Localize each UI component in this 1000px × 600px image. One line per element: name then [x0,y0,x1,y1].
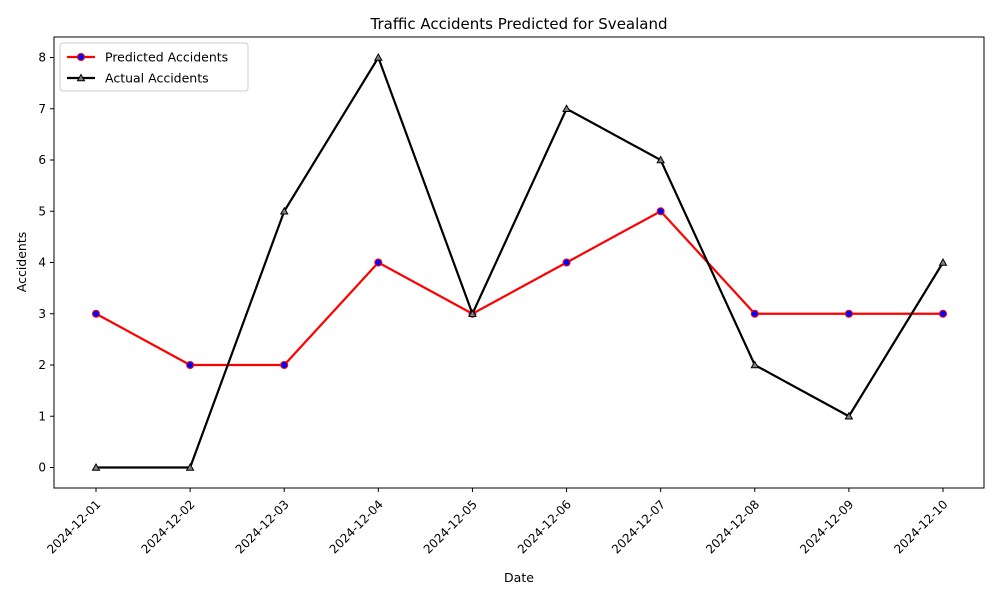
data-point-predicted [844,309,853,318]
data-point-actual [562,104,571,113]
data-point-predicted [186,361,195,369]
data-point-predicted [562,258,571,267]
data-point-predicted [280,361,289,369]
y-tick-label: 6 [38,153,46,167]
y-tick-label: 0 [38,461,46,475]
data-point-actual [938,257,948,266]
plot-area [53,36,985,489]
data-point-actual [373,52,383,61]
y-tick-label: 5 [38,204,46,218]
data-point-actual [468,309,477,318]
series-layer [91,52,948,471]
x-axis-label: Date [504,570,534,585]
x-tick-label: 2024-12-08 [703,497,762,556]
legend-label-predicted: Predicted Accidents [105,50,228,65]
legend-marker-predicted [77,53,85,61]
data-point-actual [279,206,289,215]
y-tick-label: 7 [38,102,46,116]
legend-label-actual: Actual Accidents [105,71,209,86]
data-point-predicted [656,207,665,216]
y-tick-label: 3 [38,307,46,321]
legend-box [59,42,249,92]
x-tick-label: 2024-12-10 [891,497,950,556]
x-tick-label: 2024-12-03 [233,497,292,556]
series-line-actual [96,54,944,469]
legend: Predicted Accidents Actual Accidents [59,42,249,92]
x-tick-label: 2024-12-05 [421,497,480,556]
y-axis: 0 1 2 3 4 5 6 7 8 [38,51,54,475]
data-point-predicted [374,258,383,267]
legend-marker-actual [76,73,86,82]
data-point-actual [91,462,101,471]
y-tick-label: 2 [38,358,46,372]
data-point-actual [185,462,195,471]
x-axis: 2024-12-01 2024-12-02 2024-12-03 2024-12-04… [44,488,951,557]
x-tick-label: 2024-12-04 [327,497,386,556]
data-point-predicted [939,309,947,318]
y-tick-label: 8 [38,51,46,65]
y-tick-label: 1 [38,409,46,423]
x-tick-label: 2024-12-06 [515,497,574,556]
data-point-actual [656,155,666,164]
y-tick-label: 4 [38,256,46,270]
data-point-actual [750,360,760,369]
data-point-predicted [92,309,100,318]
x-tick-label: 2024-12-01 [44,497,103,556]
data-point-predicted [750,309,759,318]
x-tick-label: 2024-12-02 [138,497,197,556]
x-tick-label: 2024-12-09 [797,497,856,556]
y-axis-label: Accidents [14,232,29,293]
series-line-predicted [95,209,943,367]
chart-title: Traffic Accidents Predicted for Svealand [370,15,668,33]
x-tick-label: 2024-12-07 [609,497,668,556]
data-point-actual [844,411,854,420]
